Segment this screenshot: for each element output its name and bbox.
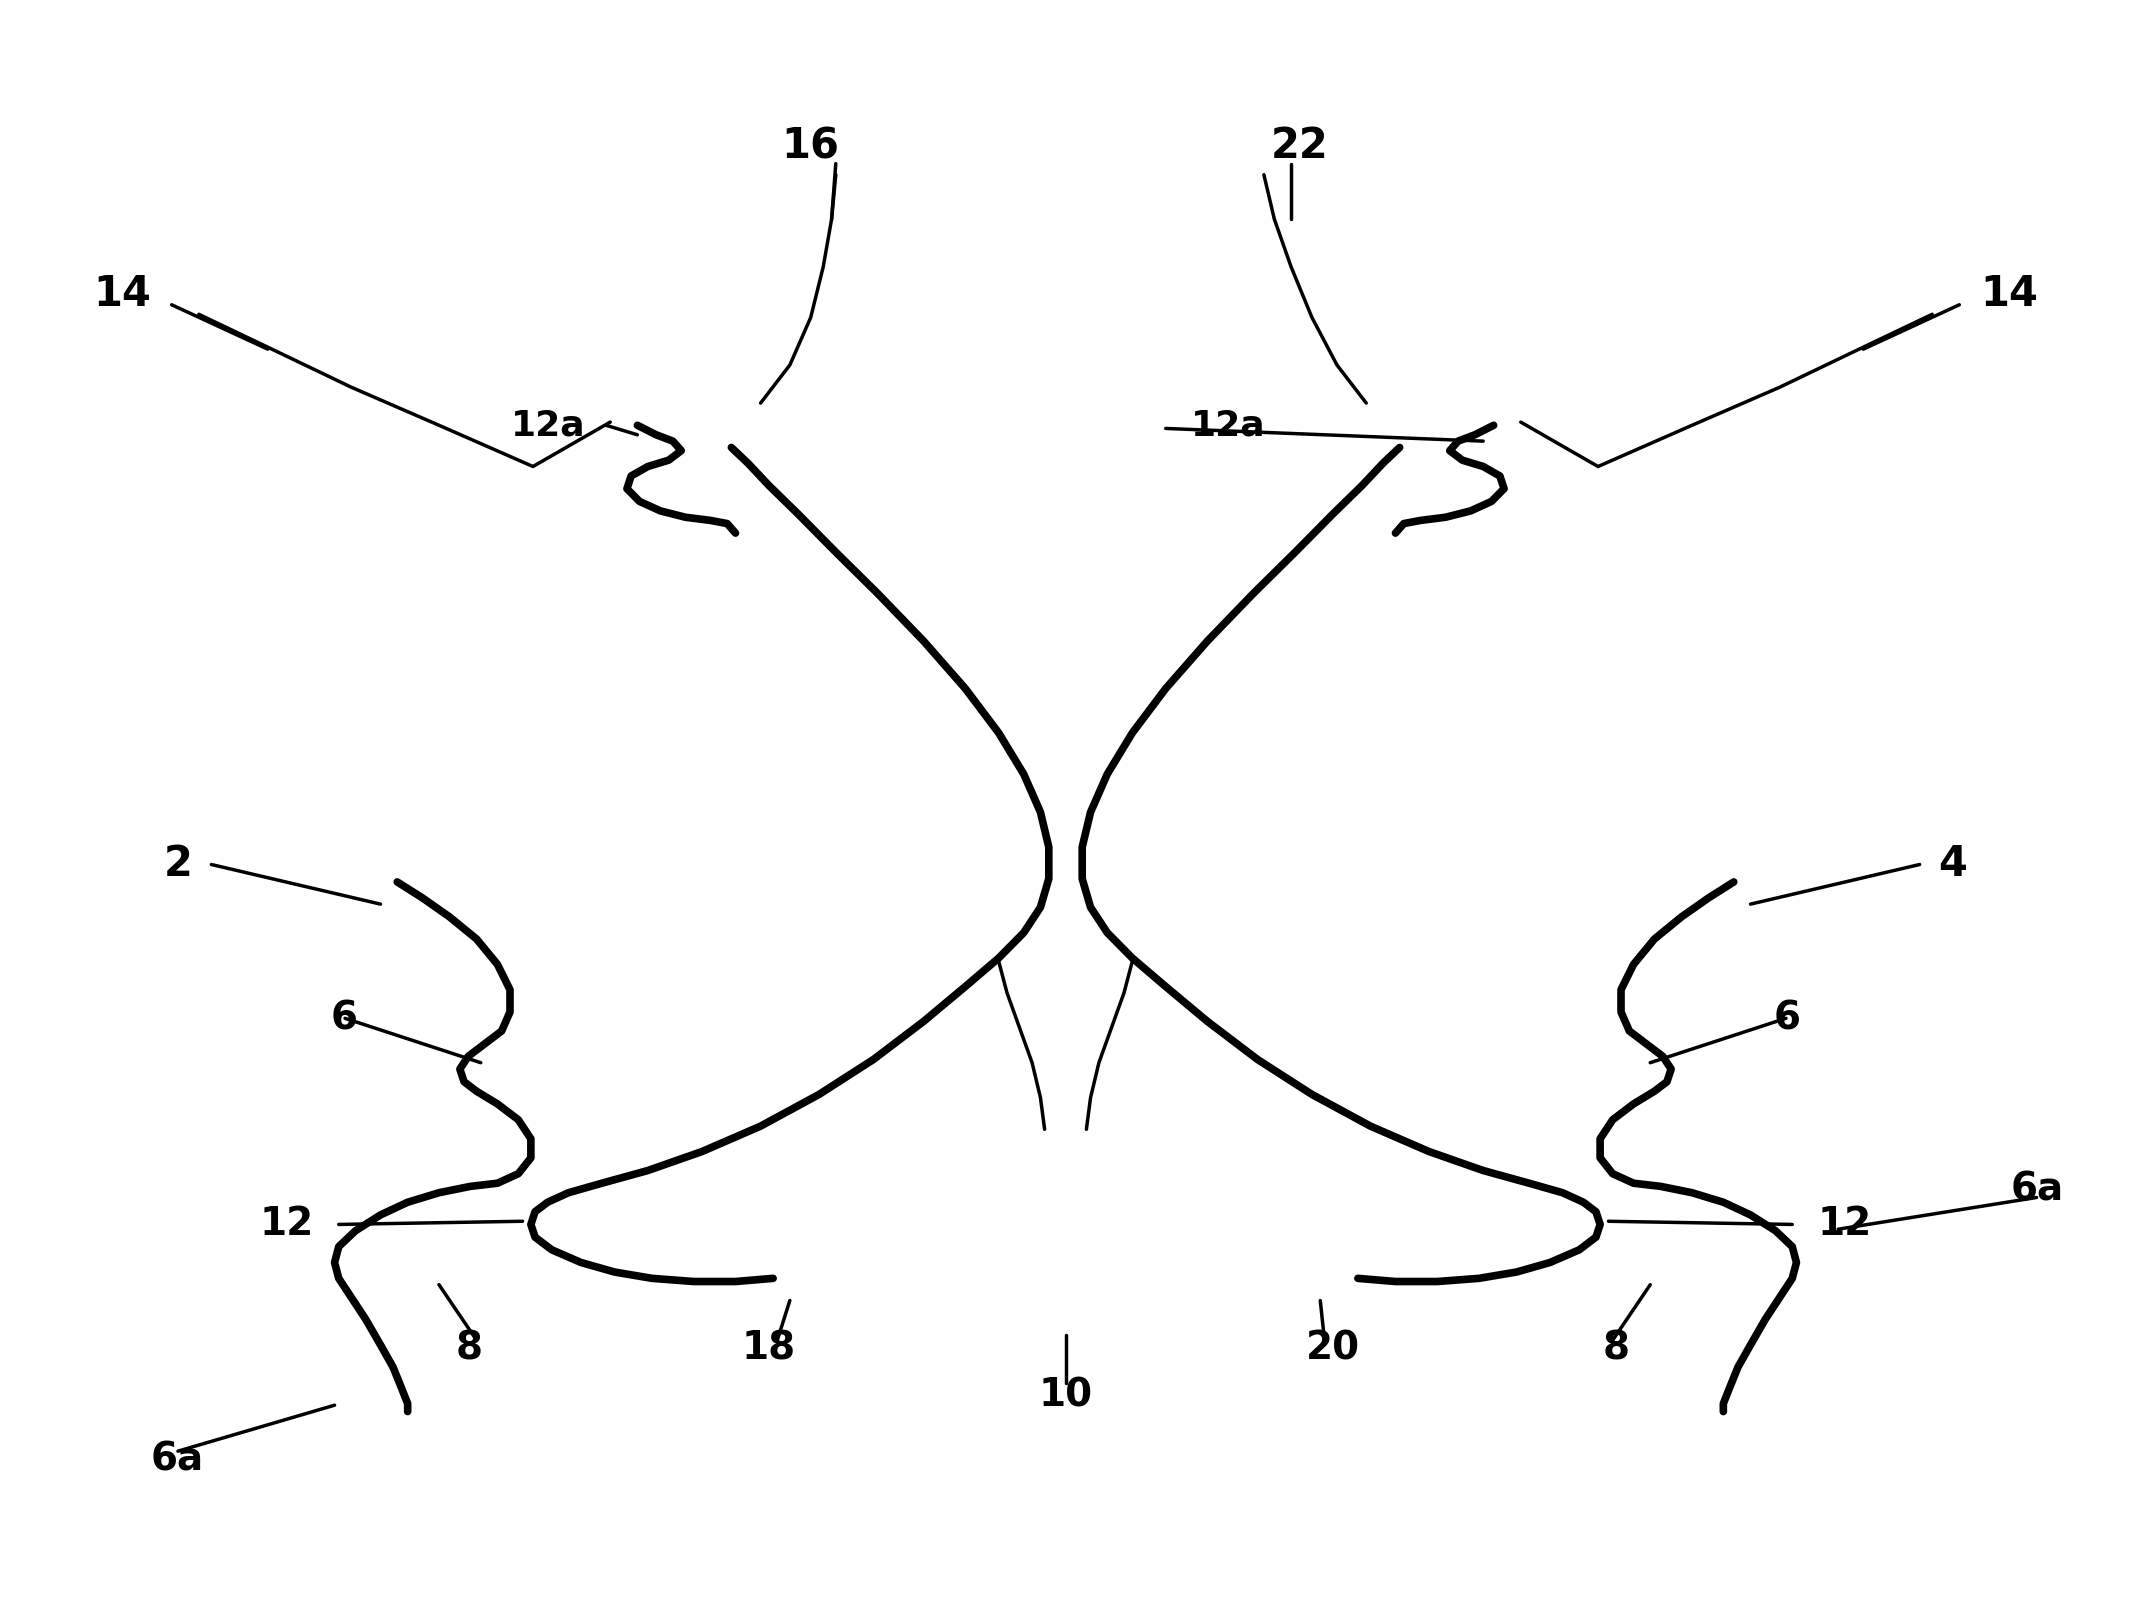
Text: 8: 8 <box>456 1328 484 1367</box>
Text: 12: 12 <box>1818 1205 1871 1244</box>
Text: 8: 8 <box>1603 1328 1630 1367</box>
Text: 4: 4 <box>1939 843 1967 885</box>
Text: 20: 20 <box>1306 1328 1360 1367</box>
Text: 22: 22 <box>1270 125 1328 167</box>
Text: 6a: 6a <box>2012 1170 2063 1209</box>
Text: 6: 6 <box>1773 1000 1801 1037</box>
Text: 18: 18 <box>742 1328 797 1367</box>
Text: 14: 14 <box>94 273 151 314</box>
Text: 12: 12 <box>260 1205 313 1244</box>
Text: 12a: 12a <box>1191 408 1266 442</box>
Text: 16: 16 <box>782 125 840 167</box>
Text: 6: 6 <box>330 1000 358 1037</box>
Text: 10: 10 <box>1038 1377 1093 1414</box>
Text: 12a: 12a <box>511 408 586 442</box>
Text: 2: 2 <box>164 843 192 885</box>
Text: 14: 14 <box>1980 273 2037 314</box>
Text: 6a: 6a <box>151 1440 205 1479</box>
